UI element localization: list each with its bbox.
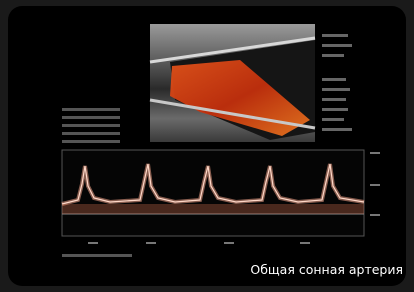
info-line bbox=[322, 98, 346, 101]
b-mode-pane bbox=[150, 24, 360, 146]
scale-mark bbox=[370, 214, 380, 216]
info-line bbox=[62, 132, 120, 135]
caption: Общая сонная артерия bbox=[250, 262, 403, 277]
spectrum-fill bbox=[62, 204, 364, 214]
info-line bbox=[322, 44, 352, 47]
time-mark bbox=[300, 242, 310, 244]
info-line bbox=[62, 124, 120, 127]
time-mark bbox=[224, 242, 234, 244]
info-line bbox=[62, 140, 120, 143]
info-line bbox=[322, 108, 348, 111]
info-line bbox=[322, 88, 350, 91]
info-line bbox=[62, 116, 120, 119]
scale-mark bbox=[370, 184, 380, 186]
page: Общая сонная артерия (() => { const data… bbox=[0, 0, 414, 292]
info-line bbox=[322, 34, 348, 37]
info-line bbox=[322, 128, 352, 131]
info-line bbox=[322, 78, 346, 81]
info-line bbox=[322, 118, 344, 121]
ultrasound-image: Общая сонная артерия bbox=[0, 0, 414, 292]
scale-mark bbox=[370, 152, 380, 154]
time-mark bbox=[88, 242, 98, 244]
info-line bbox=[62, 108, 120, 111]
info-line bbox=[62, 254, 132, 257]
time-mark bbox=[146, 242, 156, 244]
info-line bbox=[322, 54, 344, 57]
